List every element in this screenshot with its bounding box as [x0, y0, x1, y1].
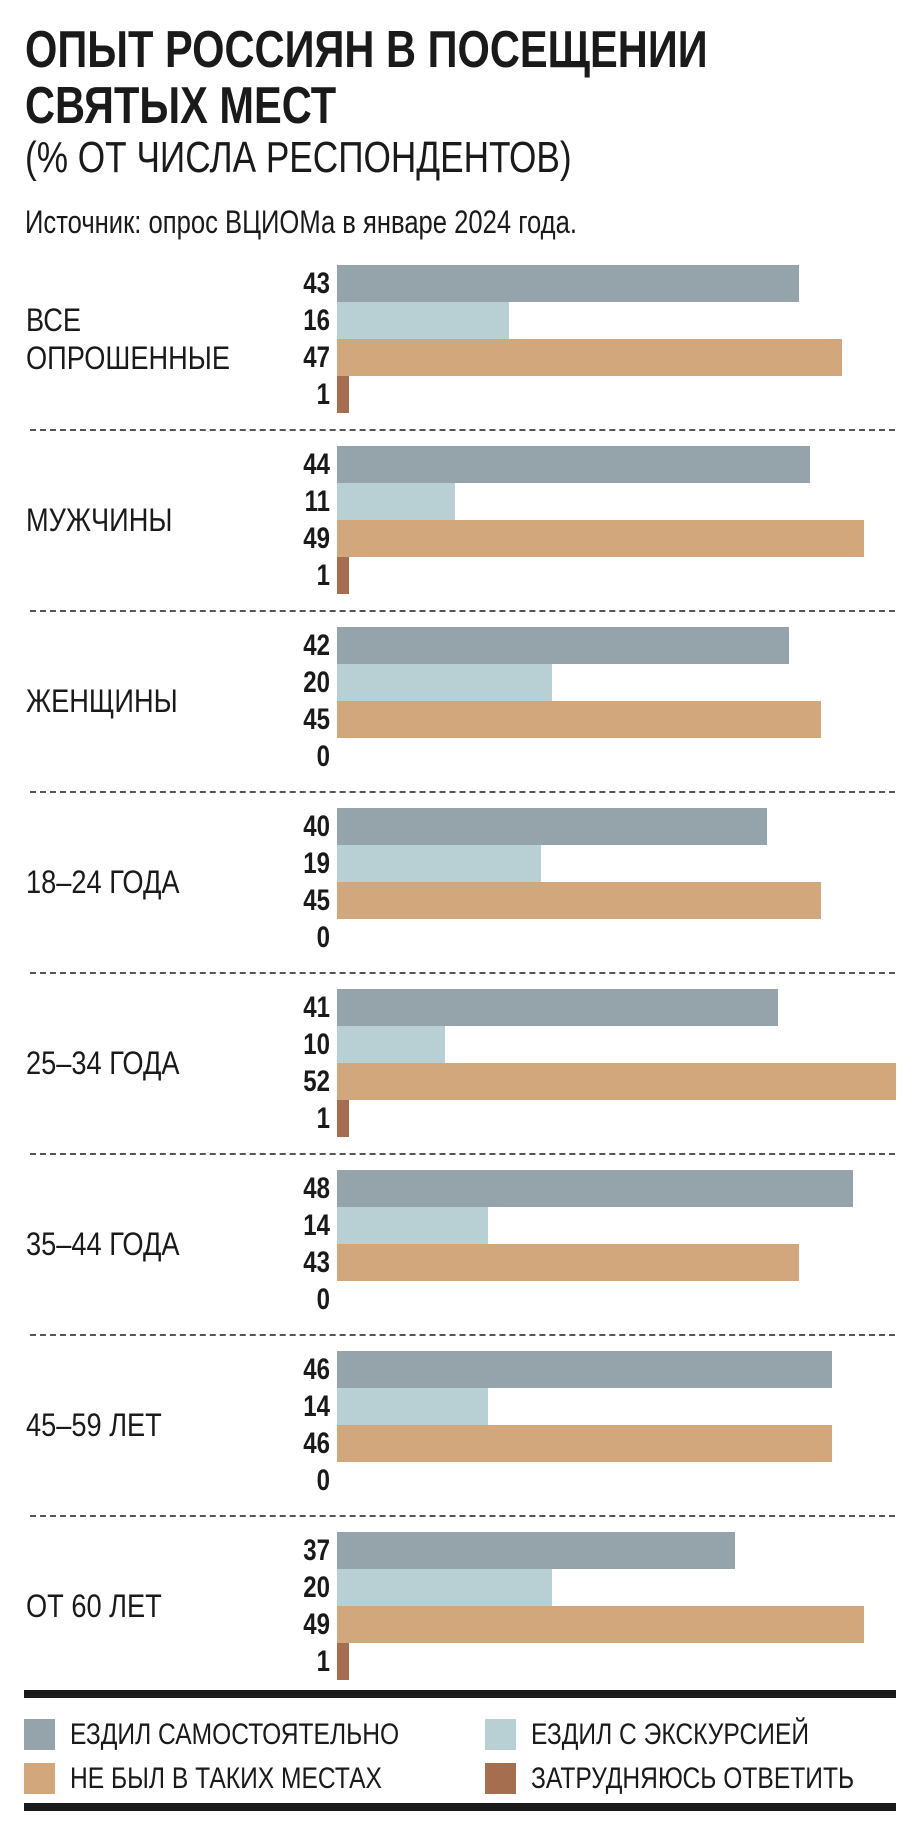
legend-label: НЕ БЫЛ В ТАКИХ МЕСТАХ	[70, 1762, 382, 1795]
data-label: 46	[303, 1427, 330, 1460]
legend-bottom-rule	[24, 1803, 896, 1811]
data-label: 1	[316, 378, 330, 411]
group-label: ВСЕ	[26, 302, 82, 338]
bar	[337, 1532, 735, 1569]
legend-swatch	[24, 1719, 55, 1750]
bar	[337, 1170, 853, 1207]
group-label: 25–34 ГОДА	[26, 1045, 180, 1081]
data-label: 48	[303, 1172, 330, 1205]
chart-title-line-2: СВЯТЫХ МЕСТ	[25, 77, 337, 135]
data-label: 11	[304, 485, 330, 518]
group-label: ОТ 60 ЛЕТ	[26, 1588, 162, 1624]
data-label: 1	[316, 559, 330, 592]
data-label: 45	[303, 703, 330, 736]
data-label: 44	[303, 448, 330, 481]
bar	[337, 520, 864, 557]
chart-title-line-1: ОПЫТ РОССИЯН В ПОСЕЩЕНИИ	[25, 21, 708, 79]
data-label: 41	[303, 991, 330, 1024]
data-label: 43	[303, 267, 330, 300]
group-divider	[30, 1334, 895, 1336]
group-divider	[30, 610, 895, 612]
bar	[337, 1569, 552, 1606]
data-label: 0	[316, 921, 330, 954]
bar	[337, 989, 778, 1026]
data-label: 40	[303, 810, 330, 843]
bar	[337, 1425, 832, 1462]
data-label: 14	[303, 1209, 330, 1242]
data-label: 20	[303, 1571, 330, 1604]
data-label: 14	[303, 1390, 330, 1423]
bar	[337, 1100, 349, 1137]
group-divider	[30, 791, 895, 793]
legend-top-rule	[24, 1690, 896, 1698]
data-label: 10	[303, 1028, 330, 1061]
chart-source: Источник: опрос ВЦИОМа в январе 2024 год…	[25, 204, 577, 240]
bar	[337, 1388, 488, 1425]
data-label: 49	[303, 1608, 330, 1641]
group-divider	[30, 429, 895, 431]
bar	[337, 1244, 800, 1281]
group-label: МУЖЧИНЫ	[26, 502, 173, 538]
bar	[337, 557, 349, 594]
data-label: 1	[316, 1102, 330, 1135]
data-label: 52	[303, 1065, 330, 1098]
data-label: 20	[303, 666, 330, 699]
group-divider	[30, 1153, 895, 1155]
bar	[337, 1606, 864, 1643]
bar	[337, 446, 810, 483]
group-divider	[30, 972, 895, 974]
data-label: 46	[303, 1353, 330, 1386]
chart-subtitle: (% ОТ ЧИСЛА РЕСПОНДЕНТОВ)	[25, 133, 572, 182]
bar	[337, 483, 456, 520]
bar	[337, 882, 821, 919]
data-label: 1	[316, 1645, 330, 1678]
group-label: 18–24 ГОДА	[26, 864, 180, 900]
data-label: 37	[303, 1534, 330, 1567]
legend-label: ЕЗДИЛ САМОСТОЯТЕЛЬНО	[70, 1718, 400, 1751]
bar	[337, 808, 767, 845]
legend-swatch	[485, 1763, 516, 1794]
legend-swatch	[485, 1719, 516, 1750]
bar	[337, 664, 552, 701]
data-label: 47	[303, 341, 330, 374]
bar	[337, 1643, 349, 1680]
bar	[337, 701, 821, 738]
bar	[337, 339, 843, 376]
data-label: 0	[316, 740, 330, 773]
group-label: ОПРОШЕННЫЕ	[26, 340, 230, 376]
data-label: 43	[303, 1246, 330, 1279]
bar	[337, 376, 349, 413]
bar	[337, 1063, 896, 1100]
group-label: ЖЕНЩИНЫ	[26, 683, 178, 719]
bar	[337, 302, 509, 339]
bar	[337, 1026, 445, 1063]
data-label: 19	[303, 847, 330, 880]
group-label: 45–59 ЛЕТ	[26, 1407, 162, 1443]
bar	[337, 845, 542, 882]
data-label: 42	[303, 629, 330, 662]
bar	[337, 1207, 488, 1244]
bar	[337, 265, 800, 302]
data-label: 0	[316, 1464, 330, 1497]
bar	[337, 1351, 832, 1388]
data-label: 45	[303, 884, 330, 917]
data-label: 49	[303, 522, 330, 555]
legend-label: ЕЗДИЛ С ЭКСКУРСИЕЙ	[531, 1718, 810, 1751]
bar	[337, 627, 789, 664]
group-divider	[30, 1515, 895, 1517]
data-label: 0	[316, 1283, 330, 1316]
legend-swatch	[24, 1763, 55, 1794]
group-label: 35–44 ГОДА	[26, 1226, 180, 1262]
data-label: 16	[303, 304, 330, 337]
legend-label: ЗАТРУДНЯЮСЬ ОТВЕТИТЬ	[531, 1762, 855, 1795]
